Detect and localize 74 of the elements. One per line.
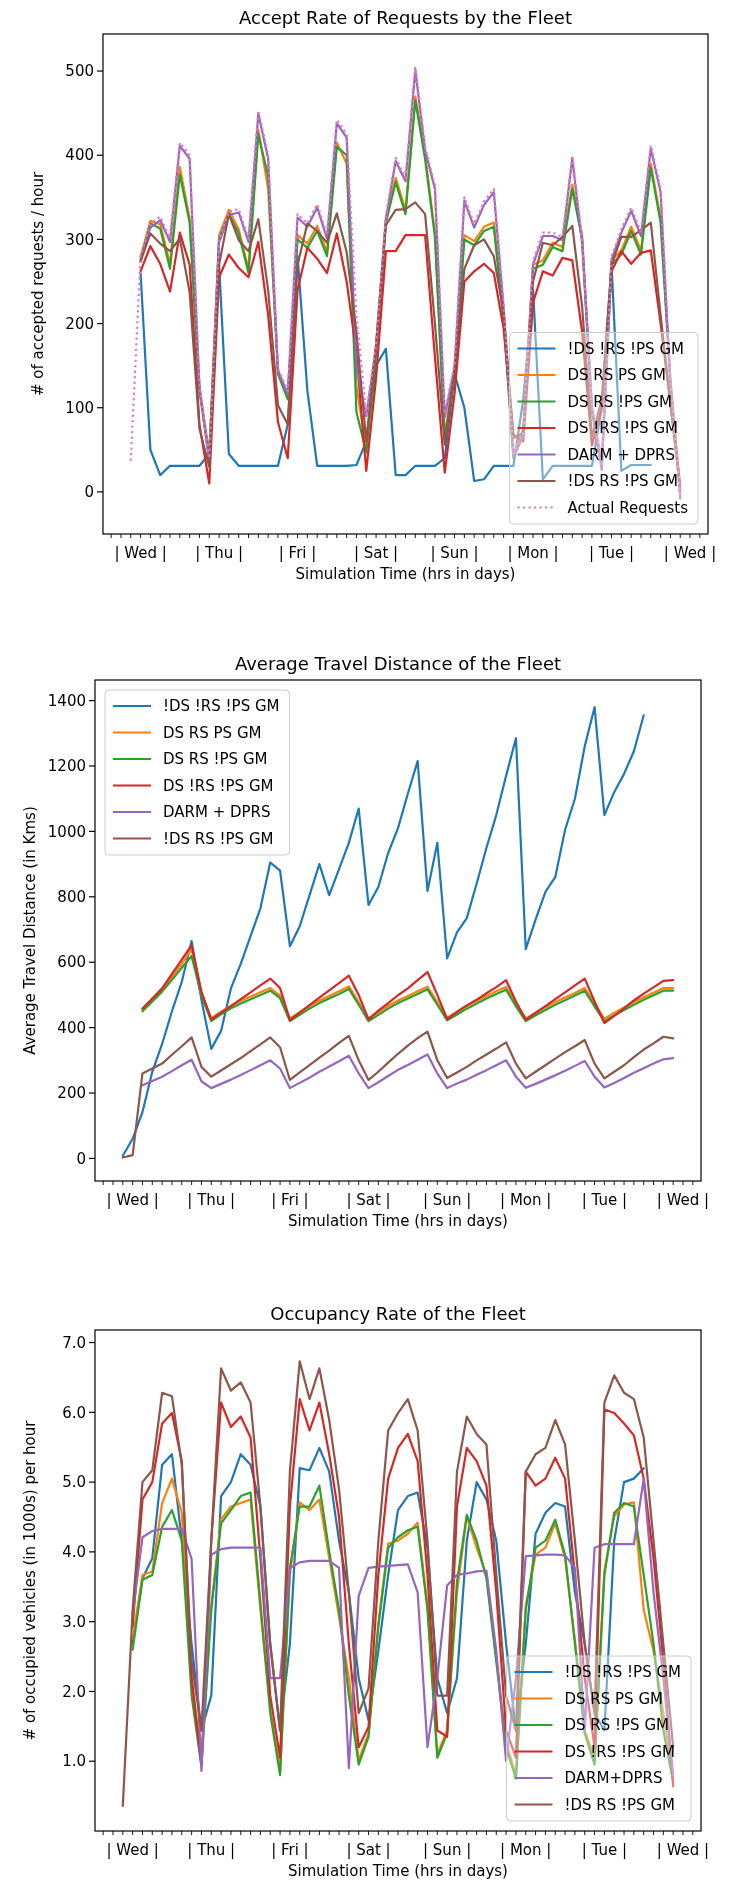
y-axis-title: # of occupied vehicles (in 1000s) per hour: [21, 1419, 39, 1741]
legend-label: DS RS PS GM: [567, 366, 666, 385]
x-tick-label: | Sun |: [430, 544, 479, 562]
x-axis-title: Simulation Time (hrs in days): [288, 1862, 508, 1880]
y-tick-label: 2.0: [62, 1682, 86, 1701]
legend-label: DS !RS !PS GM: [567, 419, 678, 438]
y-tick-label: 800: [57, 888, 86, 907]
legend-label: DARM + DPRS: [567, 445, 676, 464]
y-axis-title: Average Travel Distance (in Kms): [21, 806, 39, 1055]
line-series: [121, 1030, 675, 1159]
legend-label: DS RS PS GM: [163, 723, 262, 742]
x-tick-label: | Wed |: [656, 1841, 710, 1859]
y-tick-label: 0: [84, 483, 94, 502]
x-tick-label: | Tue |: [581, 1841, 628, 1859]
legend-label: !DS !RS !PS GM: [564, 1663, 681, 1682]
y-tick-label: 600: [57, 953, 86, 972]
y-tick-label: 0: [76, 1149, 86, 1168]
x-tick-label: | Mon |: [500, 1191, 552, 1209]
x-tick-label: | Thu |: [187, 1841, 236, 1859]
chart-title: Accept Rate of Requests by the Fleet: [239, 7, 572, 28]
y-tick-label: 5.0: [62, 1473, 86, 1492]
x-axis-title: Simulation Time (hrs in days): [295, 565, 516, 583]
x-axis-title: Simulation Time (hrs in days): [288, 1212, 508, 1230]
x-tick-label: | Tue |: [588, 544, 635, 562]
y-tick-label: 300: [65, 230, 94, 249]
y-tick-label: 7.0: [62, 1333, 86, 1352]
y-tick-label: 1200: [47, 757, 86, 776]
y-tick-label: 3.0: [62, 1612, 86, 1631]
x-tick-label: | Fri |: [271, 1191, 309, 1209]
x-tick-label: | Wed |: [106, 1191, 159, 1209]
legend-label: !DS !RS !PS GM: [163, 697, 280, 716]
x-tick-label: | Sun |: [423, 1191, 472, 1209]
x-tick-label: | Thu |: [187, 1191, 236, 1209]
x-tick-label: | Mon |: [507, 544, 559, 562]
legend-label: DARM + DPRS: [163, 803, 271, 822]
y-tick-label: 4.0: [62, 1543, 86, 1562]
x-tick-label: | Sat |: [353, 544, 399, 562]
legend-label: DARM+DPRS: [564, 1769, 663, 1788]
legend-label: !DS RS !PS GM: [567, 472, 678, 491]
x-tick-label: | Thu |: [195, 544, 243, 562]
y-tick-label: 500: [65, 62, 94, 81]
x-tick-label: | Tue |: [581, 1191, 628, 1209]
y-tick-label: 200: [65, 314, 94, 333]
legend-label: !DS RS !PS GM: [564, 1795, 675, 1814]
chart-title: Average Travel Distance of the Fleet: [234, 653, 562, 674]
y-tick-label: 400: [57, 1018, 86, 1037]
x-tick-label: | Sat |: [346, 1841, 391, 1859]
y-tick-label: 6.0: [62, 1403, 86, 1422]
x-tick-label: | Mon |: [500, 1841, 552, 1859]
y-tick-label: 400: [65, 146, 94, 165]
x-tick-label: | Fri |: [278, 544, 317, 562]
y-tick-label: 1.0: [62, 1752, 86, 1771]
legend-label: !DS !RS !PS GM: [567, 339, 684, 358]
y-tick-label: 100: [65, 398, 94, 417]
x-tick-label: | Wed |: [656, 1191, 710, 1209]
legend-label: DS !RS !PS GM: [564, 1742, 675, 1761]
legend-label: !DS RS !PS GM: [163, 829, 274, 848]
y-tick-label: 1400: [47, 691, 86, 710]
x-tick-label: | Wed |: [663, 544, 717, 562]
y-axis-title: # of accepted requests / hour: [29, 171, 47, 397]
legend-label: DS RS !PS GM: [163, 750, 268, 769]
x-tick-label: | Sat |: [346, 1191, 391, 1209]
legend-label: DS !RS !PS GM: [163, 776, 274, 795]
x-tick-label: | Fri |: [271, 1841, 309, 1859]
y-tick-label: 1000: [47, 822, 86, 841]
x-tick-label: | Wed |: [106, 1841, 159, 1859]
legend-label: Actual Requests: [567, 498, 689, 517]
x-tick-label: | Wed |: [114, 544, 167, 562]
legend-label: DS RS !PS GM: [567, 392, 672, 411]
line-series: [141, 1053, 675, 1090]
y-tick-label: 200: [57, 1084, 86, 1103]
x-tick-label: | Sun |: [423, 1841, 472, 1859]
legend-label: DS RS PS GM: [564, 1689, 663, 1708]
chart-title: Occupancy Rate of the Fleet: [270, 1303, 526, 1324]
